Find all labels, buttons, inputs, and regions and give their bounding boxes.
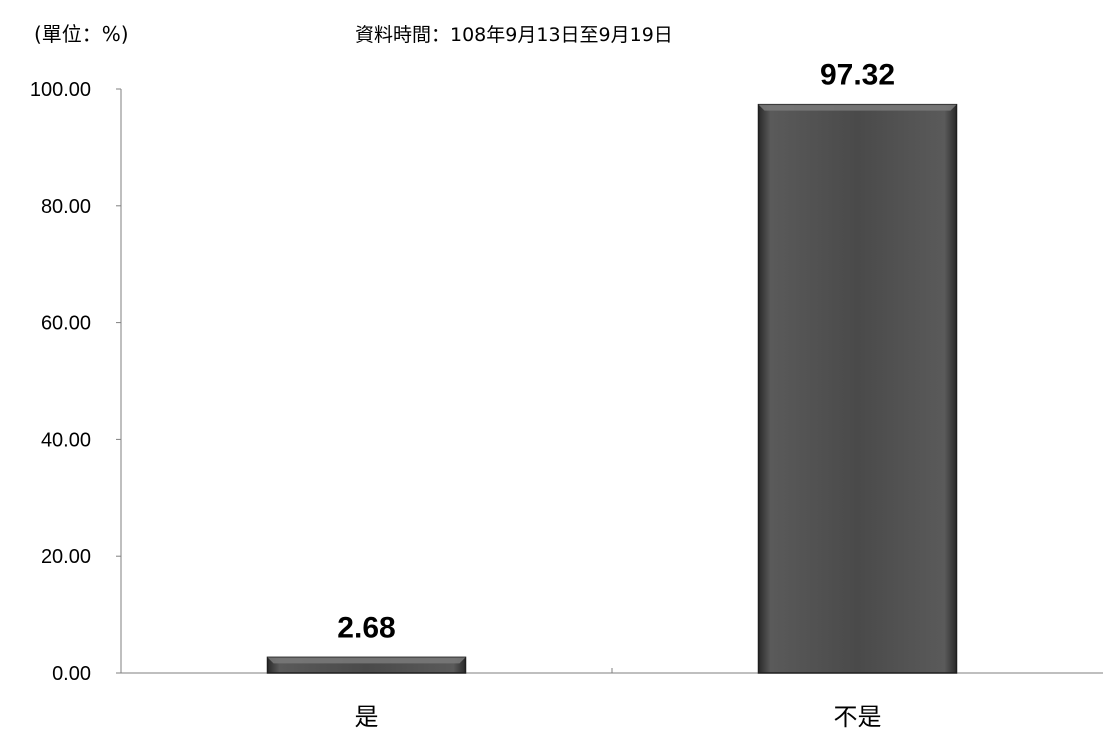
- data-label: 2.68: [337, 611, 395, 644]
- y-tick-label: 80.00: [41, 196, 91, 218]
- x-tick-label: 是: [355, 703, 379, 729]
- y-tick-label: 0.00: [52, 663, 91, 685]
- y-tick-label: 20.00: [41, 546, 91, 568]
- bar-bevel-top: [758, 104, 957, 111]
- bar-2: [757, 103, 958, 674]
- x-tick-label: 不是: [834, 703, 882, 729]
- date-range-label: 資料時間：108年9月13日至9月19日: [355, 24, 673, 46]
- y-tick-label: 60.00: [41, 313, 91, 335]
- axis-layer: 0.00 20.00 40.00 60.00 80.00 100.00: [30, 79, 1103, 685]
- unit-label: (單位：%): [34, 22, 129, 46]
- bars-layer: [266, 103, 958, 674]
- y-tick-label: 40.00: [41, 429, 91, 451]
- y-tick-label: 100.00: [30, 79, 91, 101]
- labels-layer: 2.68 是 97.32 不是: [337, 59, 895, 729]
- data-label: 97.32: [820, 59, 895, 92]
- bar-bevel-top: [267, 657, 466, 664]
